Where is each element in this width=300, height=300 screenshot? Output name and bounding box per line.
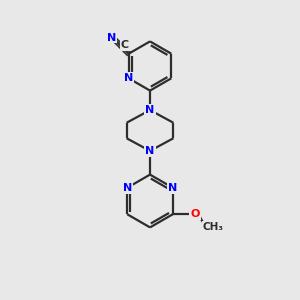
Text: N: N	[146, 146, 154, 156]
Text: N: N	[122, 183, 132, 193]
Text: N: N	[124, 73, 133, 83]
Text: N: N	[107, 32, 116, 43]
Text: N: N	[168, 183, 178, 193]
Text: C: C	[121, 40, 129, 50]
Text: N: N	[146, 105, 154, 115]
Text: O: O	[190, 209, 200, 219]
Text: CH₃: CH₃	[202, 222, 224, 232]
